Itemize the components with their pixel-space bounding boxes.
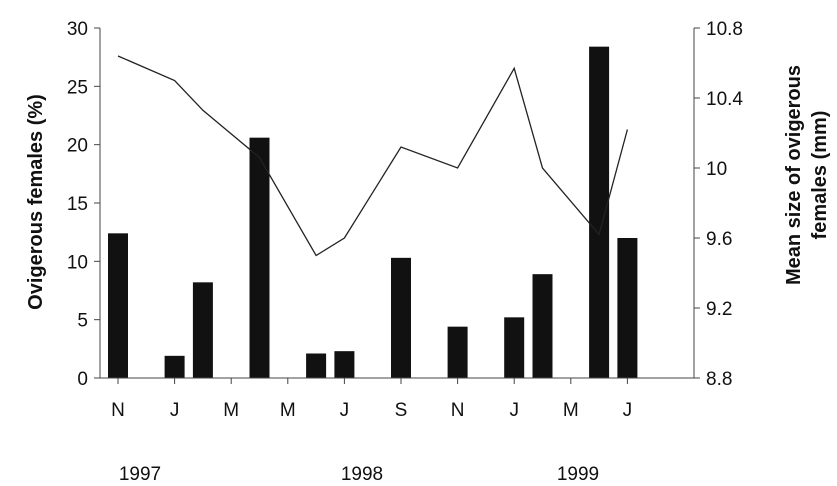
x-tick-label: J xyxy=(170,400,180,421)
year-label: 1998 xyxy=(341,464,383,485)
bar-4 xyxy=(306,353,327,378)
x-tick-label: J xyxy=(623,400,633,421)
y2-axis-label-line2: females (mm) xyxy=(809,111,831,240)
right-tick-label: 10.8 xyxy=(706,19,743,40)
right-tick-label: 9.2 xyxy=(706,299,732,320)
mean-size-line xyxy=(117,55,629,257)
year-label: 1997 xyxy=(119,464,161,485)
bars-layer xyxy=(108,46,638,379)
x-tick-label: M xyxy=(563,400,579,421)
bar-11 xyxy=(617,238,638,378)
x-tick-label: M xyxy=(223,400,239,421)
left-tick-labels: 0 5 10 15 20 25 30 xyxy=(67,19,100,390)
bar-9 xyxy=(532,274,553,378)
right-tick-label: 10.4 xyxy=(706,89,743,110)
bar-10 xyxy=(589,46,610,379)
left-tick-label: 10 xyxy=(67,252,88,273)
right-tick-label: 10 xyxy=(706,159,727,180)
year-labels: 1997 1998 1999 xyxy=(119,464,599,485)
left-tick-label: 25 xyxy=(67,77,88,98)
bar-3 xyxy=(249,137,270,378)
bar-5 xyxy=(334,351,355,378)
y-axis-label: Ovigerous females (%) xyxy=(25,94,47,310)
bar-0 xyxy=(108,233,128,378)
right-tick-labels: 8.8 9.2 9.6 10 10.4 10.8 xyxy=(694,19,743,390)
x-tick-label: S xyxy=(395,400,408,421)
x-tick-label: J xyxy=(509,400,519,421)
right-tick-label: 8.8 xyxy=(706,369,732,390)
left-tick-label: 0 xyxy=(77,369,88,390)
bar-7 xyxy=(447,326,468,378)
right-tick-label: 9.6 xyxy=(706,229,732,250)
x-tick-label: M xyxy=(280,400,296,421)
left-tick-label: 5 xyxy=(77,311,88,332)
x-tick-label: N xyxy=(111,400,125,421)
bar-8 xyxy=(504,317,525,378)
bar-1 xyxy=(164,355,185,378)
x-tick-label: J xyxy=(340,400,350,421)
left-tick-label: 20 xyxy=(67,136,88,157)
bar-2 xyxy=(192,282,213,378)
left-tick-label: 30 xyxy=(67,19,88,40)
bar-6 xyxy=(391,257,411,378)
year-label: 1999 xyxy=(557,464,599,485)
x-tick-label: N xyxy=(451,400,465,421)
left-tick-label: 15 xyxy=(67,194,88,215)
y2-axis-label-line1: Mean size of ovigerous xyxy=(783,65,805,285)
